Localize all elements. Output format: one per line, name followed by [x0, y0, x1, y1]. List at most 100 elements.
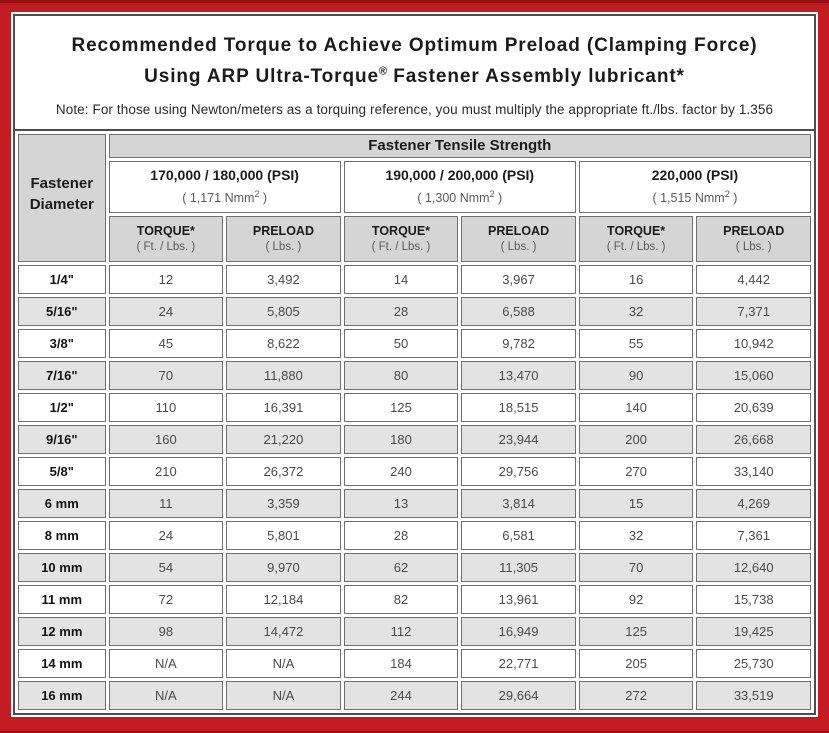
- nmm-rating-label: ( 1,171 Nmm2 ): [111, 189, 339, 205]
- diameter-cell: 16 mm: [18, 680, 106, 710]
- table-section: Fastener Diameter Fastener Tensile Stren…: [15, 130, 814, 713]
- value-cell: 54: [108, 552, 224, 582]
- torque-subheader: TORQUE* ( Ft. / Lbs. ): [108, 215, 224, 262]
- title-text-pre: Using ARP Ultra-Torque: [144, 65, 379, 87]
- note-text: Note: For those using Newton/meters as a…: [55, 101, 774, 117]
- preload-unit-label: ( Lbs. ): [500, 241, 537, 254]
- preload-label: PRELOAD: [723, 224, 785, 239]
- value-cell: 13: [343, 488, 459, 518]
- table-row: 5/8" 210 26,372 240 29,756 270 33,140: [18, 456, 811, 486]
- preload-subheader: PRELOAD ( Lbs. ): [696, 215, 811, 262]
- nmm-prefix: ( 1,171 Nmm: [182, 191, 255, 206]
- value-cell: 3,967: [461, 264, 576, 294]
- value-cell: 55: [578, 328, 694, 358]
- value-cell: 110: [108, 392, 224, 422]
- psi-rating-label: 220,000 (PSI): [651, 167, 739, 184]
- page-title-line-2: Using ARP Ultra-Torque® Fastener Assembl…: [25, 62, 804, 93]
- group-header-row: Fastener Diameter Fastener Tensile Stren…: [18, 133, 811, 262]
- value-cell: 112: [343, 616, 459, 646]
- value-cell: 16,391: [226, 392, 341, 422]
- torque-unit-label: ( Ft. / Lbs. ): [371, 241, 431, 254]
- torque-unit-label: ( Ft. / Lbs. ): [606, 241, 666, 254]
- torque-label: TORQUE*: [136, 224, 195, 239]
- value-cell: 82: [343, 584, 459, 614]
- torque-table: Fastener Diameter Fastener Tensile Stren…: [15, 130, 814, 713]
- value-cell: 5,805: [226, 296, 341, 326]
- value-cell: 70: [108, 360, 224, 390]
- value-cell: 270: [578, 456, 694, 486]
- value-cell: 11,305: [461, 552, 576, 582]
- value-cell: 15,060: [696, 360, 811, 390]
- table-row: 6 mm 11 3,359 13 3,814 15 4,269: [18, 488, 811, 518]
- psi-rating-label: 190,000 / 200,000 (PSI): [385, 167, 535, 184]
- preload-label: PRELOAD: [487, 224, 550, 239]
- value-cell: 11: [108, 488, 224, 518]
- value-cell: 16,949: [461, 616, 576, 646]
- value-cell: 205: [578, 648, 694, 678]
- value-cell: 180: [343, 424, 459, 454]
- value-cell: 160: [108, 424, 224, 454]
- value-cell: 28: [343, 520, 459, 550]
- torque-subheader: TORQUE* ( Ft. / Lbs. ): [343, 215, 459, 262]
- value-cell: 16: [578, 264, 694, 294]
- torque-unit-label: ( Ft. / Lbs. ): [136, 241, 196, 254]
- value-cell: 184: [343, 648, 459, 678]
- title-section: Recommended Torque to Achieve Optimum Pr…: [15, 16, 814, 131]
- value-cell: 3,492: [226, 264, 341, 294]
- diameter-cell: 7/16": [18, 360, 106, 390]
- value-cell: 10,942: [696, 328, 811, 358]
- value-cell: 15,738: [696, 584, 811, 614]
- value-cell: 24: [108, 520, 224, 550]
- value-cell: 5,801: [226, 520, 341, 550]
- value-cell: 33,140: [696, 456, 811, 486]
- value-cell: 240: [343, 456, 459, 486]
- diameter-cell: 11 mm: [18, 584, 106, 614]
- nmm-superscript: 2: [489, 189, 495, 200]
- preload-unit-label: ( Lbs. ): [265, 241, 302, 254]
- preload-subheader: PRELOAD ( Lbs. ): [461, 215, 576, 262]
- diameter-cell: 5/8": [18, 456, 106, 486]
- value-cell: 13,961: [461, 584, 576, 614]
- value-cell: 6,581: [461, 520, 576, 550]
- strength-rating-header: 190,000 / 200,000 (PSI) ( 1,300 Nmm2 ): [343, 160, 576, 213]
- fastener-diameter-header: Fastener Diameter: [18, 133, 106, 262]
- torque-label: TORQUE*: [371, 224, 431, 239]
- value-cell: 72: [108, 584, 224, 614]
- psi-rating-label: 170,000 / 180,000 (PSI): [150, 167, 299, 184]
- value-cell: 244: [343, 680, 459, 710]
- value-cell: N/A: [108, 648, 224, 678]
- diameter-cell: 6 mm: [18, 488, 106, 518]
- nmm-suffix: ): [494, 191, 503, 206]
- value-cell: 14: [343, 264, 459, 294]
- corner-label-line-2: Diameter: [29, 195, 94, 213]
- value-cell: 19,425: [696, 616, 811, 646]
- nmm-superscript: 2: [254, 189, 260, 200]
- value-cell: 25,730: [696, 648, 811, 678]
- diameter-cell: 1/2": [18, 392, 106, 422]
- nmm-superscript: 2: [724, 189, 730, 200]
- value-cell: 32: [578, 296, 694, 326]
- value-cell: 26,668: [696, 424, 811, 454]
- value-cell: N/A: [226, 648, 341, 678]
- value-cell: 23,944: [461, 424, 576, 454]
- value-cell: 9,970: [226, 552, 341, 582]
- table-row: 12 mm 98 14,472 112 16,949 125 19,425: [18, 616, 811, 646]
- value-cell: 125: [343, 392, 459, 422]
- diameter-cell: 5/16": [18, 296, 106, 326]
- title-text-post: Fastener Assembly lubricant*: [387, 65, 685, 87]
- diameter-cell: 8 mm: [18, 520, 106, 550]
- nmm-rating-label: ( 1,300 Nmm2 ): [346, 189, 574, 205]
- value-cell: 20,639: [696, 392, 811, 422]
- nmm-suffix: ): [259, 191, 268, 206]
- nmm-prefix: ( 1,300 Nmm: [417, 191, 490, 206]
- table-row: 11 mm 72 12,184 82 13,961 92 15,738: [18, 584, 811, 614]
- value-cell: 50: [343, 328, 459, 358]
- table-row: 1/2" 110 16,391 125 18,515 140 20,639: [18, 392, 811, 422]
- diameter-cell: 12 mm: [18, 616, 106, 646]
- value-cell: 272: [578, 680, 694, 710]
- diameter-cell: 1/4": [18, 264, 106, 294]
- value-cell: 45: [108, 328, 224, 358]
- value-cell: 4,442: [696, 264, 811, 294]
- psi-header-row: 170,000 / 180,000 (PSI)( 1,171 Nmm2 ) 190…: [18, 160, 811, 213]
